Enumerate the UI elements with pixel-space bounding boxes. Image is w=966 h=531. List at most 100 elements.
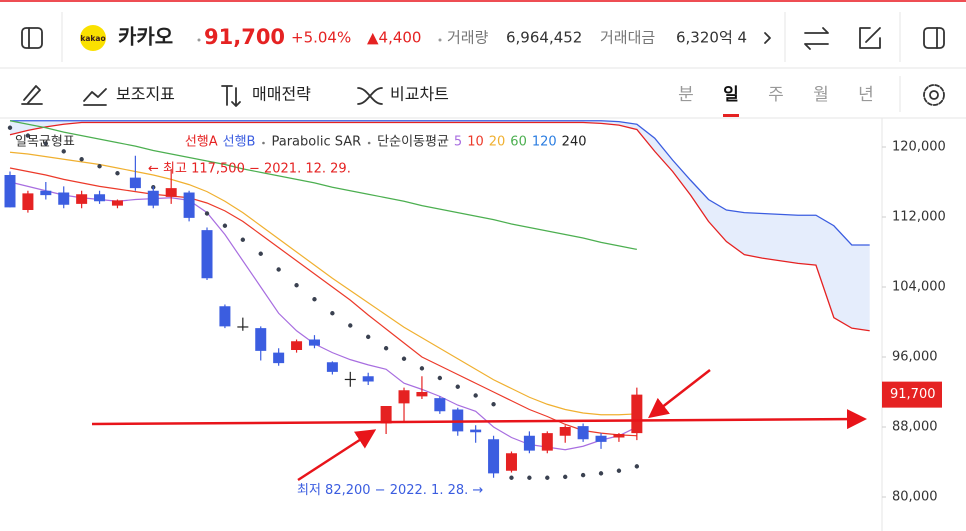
sma-line bbox=[9, 167, 637, 437]
panel-icon[interactable] bbox=[923, 27, 945, 49]
sar-dot bbox=[437, 375, 443, 381]
amount-label: 거래대금 bbox=[600, 29, 655, 47]
legend-separator bbox=[367, 141, 371, 145]
swap-icon[interactable] bbox=[804, 27, 829, 50]
drawn-arrow bbox=[297, 429, 377, 482]
price-annotation: ← 최고 117,500 − 2021. 12. 29. bbox=[148, 161, 351, 176]
candle-body bbox=[577, 426, 589, 440]
stock-name: 카카오 bbox=[118, 25, 173, 49]
ichimoku-line bbox=[10, 120, 870, 246]
period-tab[interactable]: 일 bbox=[723, 85, 739, 105]
period-tab[interactable]: 년 bbox=[858, 85, 874, 105]
candle-body bbox=[344, 378, 356, 381]
candle-body bbox=[380, 405, 392, 424]
sar-dot bbox=[455, 384, 460, 389]
edit-icon[interactable] bbox=[859, 27, 881, 49]
period-tab[interactable]: 주 bbox=[768, 85, 784, 105]
separator bbox=[197, 38, 201, 42]
sar-dot bbox=[491, 402, 496, 407]
settings-icon[interactable] bbox=[929, 90, 939, 100]
compare-icon[interactable] bbox=[357, 87, 383, 105]
y-tick-label: 88,000 bbox=[892, 419, 938, 434]
strategy-button[interactable]: 매매전략 bbox=[252, 85, 311, 104]
sar-dot bbox=[222, 223, 228, 228]
candle-body bbox=[326, 362, 338, 372]
candle-body bbox=[129, 177, 141, 189]
sma-line bbox=[9, 151, 637, 416]
period-tab[interactable]: 분 bbox=[678, 85, 694, 105]
candle-body bbox=[237, 326, 249, 328]
settings-icon-gear bbox=[923, 84, 945, 106]
indicator-icon[interactable] bbox=[83, 88, 107, 106]
legend-item: 10 bbox=[467, 135, 484, 150]
candle-body bbox=[255, 328, 267, 351]
drawn-arrow bbox=[91, 409, 867, 430]
draw-icon[interactable] bbox=[21, 85, 43, 105]
sar-dot bbox=[348, 323, 353, 328]
sar-dot bbox=[598, 471, 604, 476]
legend-item: 단순이동평균 bbox=[377, 135, 449, 150]
logo-text: kakao bbox=[80, 34, 105, 43]
legend-item: 선행B bbox=[223, 134, 256, 150]
sar-dot bbox=[79, 157, 84, 162]
candle-body bbox=[595, 435, 607, 442]
sar-dot bbox=[294, 283, 299, 288]
sar-dot bbox=[204, 211, 210, 216]
sar-dot bbox=[527, 475, 532, 480]
sma-line bbox=[9, 120, 637, 250]
candle-body bbox=[22, 193, 34, 211]
sar-dot bbox=[61, 149, 66, 154]
current-price-label: 91,700 bbox=[890, 387, 936, 402]
candle-body bbox=[416, 391, 428, 397]
candle-body bbox=[308, 339, 320, 346]
candle-body bbox=[201, 230, 213, 279]
sidebar-icon[interactable] bbox=[21, 27, 43, 49]
candle-body bbox=[362, 376, 374, 382]
more-chevron[interactable] bbox=[764, 32, 771, 44]
volume-label: 거래량 bbox=[447, 29, 489, 47]
candle-body bbox=[111, 200, 123, 206]
legend-separator bbox=[262, 141, 265, 145]
candle-body bbox=[273, 352, 285, 364]
price-annotation: 최저 82,200 − 2022. 1. 28. → bbox=[297, 483, 483, 498]
y-tick-label: 112,000 bbox=[892, 210, 946, 225]
sar-dot bbox=[634, 464, 640, 469]
candle-body bbox=[631, 394, 643, 434]
candle-body bbox=[147, 190, 159, 206]
sar-dot bbox=[7, 125, 13, 130]
sar-dot bbox=[545, 475, 550, 480]
sar-dot bbox=[43, 141, 49, 146]
y-tick-label: 80,000 bbox=[892, 489, 938, 504]
legend-item: 20 bbox=[489, 135, 506, 150]
sar-dot bbox=[25, 133, 31, 138]
candle-body bbox=[94, 194, 106, 202]
legend-item: 240 bbox=[562, 135, 587, 150]
volume: 6,964,452 bbox=[506, 29, 582, 47]
y-tick-label: 120,000 bbox=[892, 140, 946, 155]
strategy-icon[interactable] bbox=[221, 85, 241, 107]
sar-dot bbox=[330, 311, 335, 316]
change-pct: +5.04% bbox=[291, 29, 351, 47]
legend-item: 120 bbox=[532, 135, 557, 150]
separator bbox=[438, 38, 442, 42]
legend-item: Parabolic SAR bbox=[271, 135, 361, 150]
sar-dot bbox=[473, 393, 478, 398]
candle-body bbox=[434, 398, 446, 412]
legend-item: 선행A bbox=[185, 134, 218, 150]
sar-dot bbox=[115, 171, 120, 176]
candle-body bbox=[470, 429, 482, 433]
compare-button[interactable]: 비교차트 bbox=[390, 85, 449, 104]
drawn-arrow bbox=[648, 369, 711, 419]
logo bbox=[80, 25, 106, 51]
y-tick-label: 96,000 bbox=[892, 349, 938, 364]
period-tab[interactable]: 월 bbox=[813, 85, 829, 105]
sar-dot bbox=[312, 297, 317, 302]
legend-title: 일목균형표 bbox=[15, 135, 75, 150]
candle-body bbox=[291, 341, 303, 350]
ichimoku-cloud bbox=[10, 120, 870, 331]
sar-dot bbox=[616, 468, 622, 473]
sar-dot bbox=[563, 474, 568, 480]
indicators-button[interactable]: 보조지표 bbox=[116, 85, 175, 104]
sar-dot bbox=[366, 334, 371, 340]
